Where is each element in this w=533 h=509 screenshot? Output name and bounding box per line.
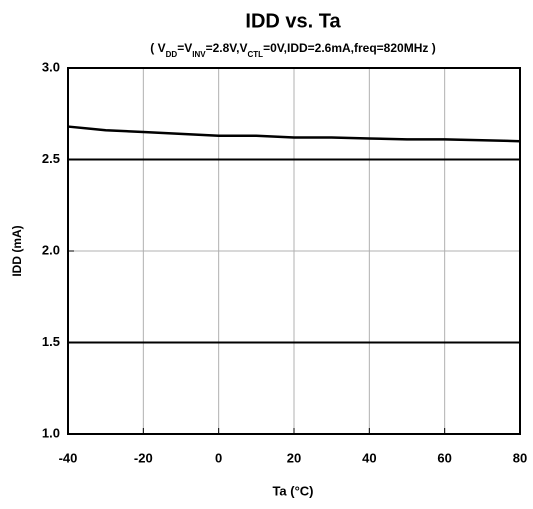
x-tick-label: 60 [437,450,451,465]
y-axis-label: IDD (mA) [10,225,24,276]
subtitle-part: =0V,IDD=2.6mA,freq=820MHz ) [263,41,436,55]
x-tick-label: 20 [287,450,301,465]
subtitle-part: ( V [150,41,165,55]
x-tick-label: -40 [59,450,78,465]
y-tick-label: 2.0 [42,242,60,257]
x-tick-label: -20 [134,450,153,465]
plot-frame [67,67,521,435]
y-tick-label: 3.0 [42,59,60,74]
subtitle-part: DD [166,50,178,59]
x-tick-label: 0 [215,450,222,465]
subtitle-part: =2.8V,V [206,41,248,55]
subtitle-part: =V [177,41,192,55]
x-axis-label: Ta (°C) [272,483,313,498]
chart-title: IDD vs. Ta [245,10,341,32]
chart-subtitle: ( VDD=VINV=2.8V,VCTL=0V,IDD=2.6mA,freq=8… [150,41,435,59]
y-tick-label: 2.5 [42,151,60,166]
x-tick-label: 40 [362,450,376,465]
data-line [67,125,521,143]
y-tick-label: 1.5 [42,334,60,349]
x-tick-label: 80 [513,450,527,465]
y-tick-label: 1.0 [42,425,60,440]
subtitle-part: CTL [248,50,264,59]
subtitle-part: INV [192,50,206,59]
